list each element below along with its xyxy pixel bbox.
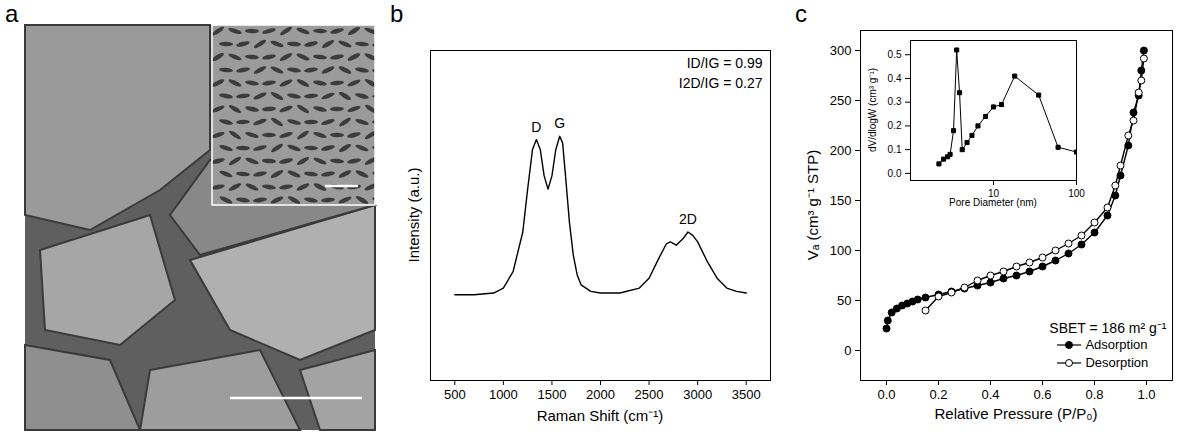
svg-text:0.0: 0.0 [888,168,902,179]
html-text:Intensity (a.u.): Intensity (a.u.) [404,167,422,263]
html-text:Adsorption: Adsorption [1085,337,1148,352]
svg-text:0: 0 [844,343,851,358]
svg-text:3000: 3000 [683,387,712,402]
svg-text:3500: 3500 [732,387,761,402]
svg-text:0.8: 0.8 [1085,387,1103,402]
svg-text:I2D/IG = 0.27: I2D/IG = 0.27 [679,75,763,91]
html-text:c: c [795,0,807,27]
html-text:b: b [390,0,404,27]
svg-text:2000: 2000 [586,387,615,402]
svg-text:0.3: 0.3 [888,96,902,107]
html-text:Relative Pressure (P/P₀): Relative Pressure (P/P₀) [934,405,1098,422]
svg-text:1500: 1500 [537,387,566,402]
html-text:Raman Shift (cm⁻¹): Raman Shift (cm⁻¹) [536,407,664,424]
svg-text:250: 250 [830,93,852,108]
svg-text:SBET = 186 m² g⁻¹: SBET = 186 m² g⁻¹ [1049,320,1167,336]
svg-text:1000: 1000 [489,387,518,402]
svg-text:0.0: 0.0 [877,387,895,402]
svg-text:ID/IG = 0.99: ID/IG = 0.99 [687,55,763,71]
svg-text:500: 500 [444,387,466,402]
svg-text:50: 50 [837,293,851,308]
html-text:Desorption: Desorption [1085,355,1149,370]
svg-text:0.5: 0.5 [888,49,902,60]
svg-text:G: G [554,115,565,131]
svg-text:1.0: 1.0 [1137,387,1155,402]
svg-text:10: 10 [988,188,1000,199]
svg-text:0.4: 0.4 [981,387,999,402]
svg-text:2D: 2D [679,211,697,227]
svg-text:2500: 2500 [635,387,664,402]
svg-text:0.2: 0.2 [888,120,902,131]
svg-text:0.1: 0.1 [888,144,902,155]
svg-text:150: 150 [830,193,852,208]
svg-text:100: 100 [830,243,852,258]
svg-text:100: 100 [1068,188,1085,199]
html-text:dV/dlogW (cm³ g⁻¹): dV/dlogW (cm³ g⁻¹) [867,67,878,153]
html-text:a: a [5,0,19,27]
svg-text:0.4: 0.4 [888,73,902,84]
svg-text:D: D [531,119,541,135]
svg-text:0.6: 0.6 [1033,387,1051,402]
svg-text:0.2: 0.2 [929,387,947,402]
svg-text:200: 200 [830,143,852,158]
svg-text:300: 300 [830,43,852,58]
html-text:Vₐ (cm³ g⁻¹ STP): Vₐ (cm³ g⁻¹ STP) [803,149,821,261]
html-text:Pore Diameter (nm): Pore Diameter (nm) [949,197,1037,208]
